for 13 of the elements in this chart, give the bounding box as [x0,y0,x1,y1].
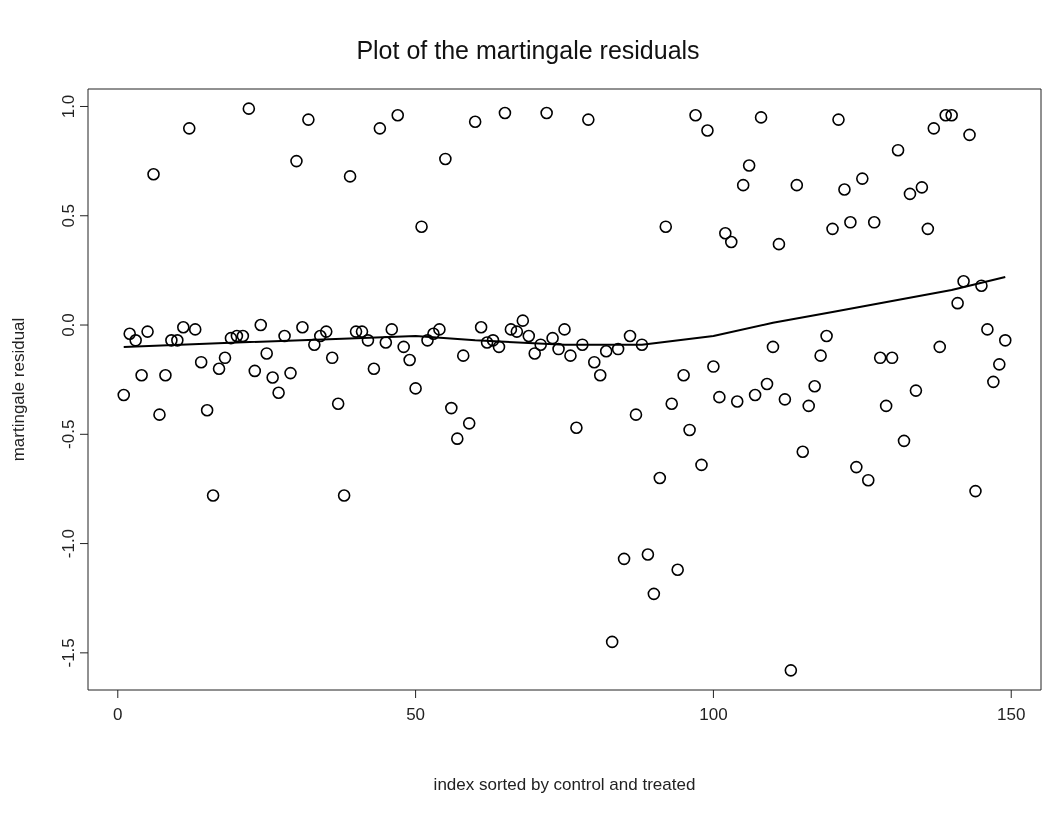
x-tick-label: 100 [699,705,728,725]
chart-title: Plot of the martingale residuals [355,35,701,66]
y-tick-label: 1.0 [59,94,78,119]
y-tick-label: -0.5 [59,419,78,449]
x-tick-label: 0 [113,705,123,725]
y-tick-label: 0.5 [59,203,78,228]
x-tick-label: 150 [997,705,1026,725]
x-tick-label: 50 [406,705,426,725]
y-axis-title: martingale residual [9,317,29,462]
y-tick-label: 0.0 [59,313,78,337]
x-axis-title: index sorted by control and treated [433,775,696,794]
y-tick-label: -1.5 [59,638,78,668]
y-tick-label: -1.0 [59,528,78,559]
